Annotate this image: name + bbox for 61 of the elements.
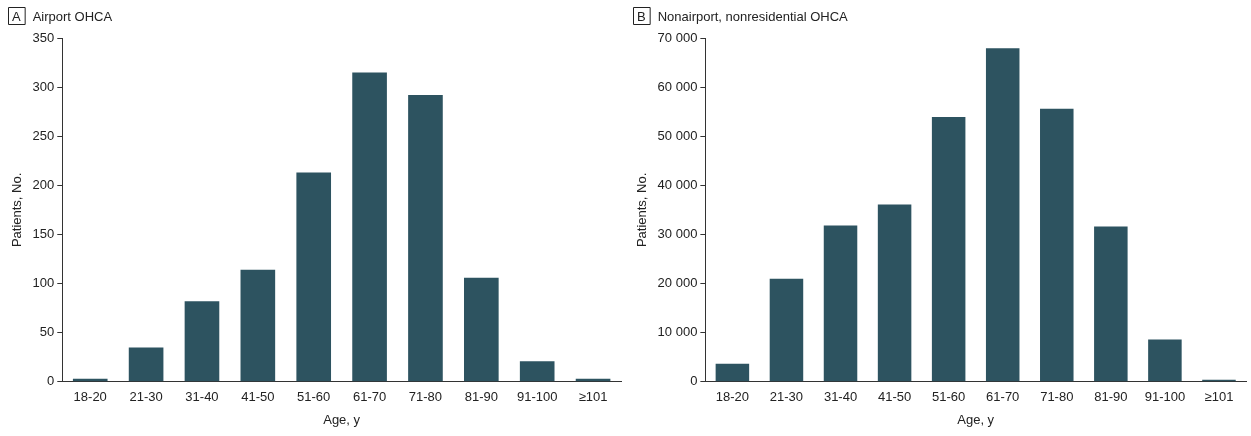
- y-tick-label: 50: [39, 324, 55, 340]
- x-tick-label: 21-30: [769, 389, 804, 405]
- x-tick-label: 31-40: [823, 389, 858, 405]
- x-tick-label: 61-70: [986, 389, 1020, 405]
- x-tick-label: 91-100: [516, 389, 558, 405]
- bar: [1148, 339, 1182, 382]
- x-tick-label: 91-100: [1144, 389, 1186, 405]
- y-tick-label: 250: [32, 127, 55, 143]
- bar: [1094, 226, 1128, 382]
- y-tick-label: 200: [32, 176, 55, 192]
- bar: [519, 361, 555, 382]
- text: B: [637, 8, 646, 24]
- x-tick-label: 41-50: [241, 389, 275, 405]
- bar: [931, 117, 966, 382]
- text: A: [12, 8, 21, 24]
- x-tick-label: 51-60: [932, 389, 966, 405]
- bar: [352, 72, 387, 382]
- x-tick-label: 71-80: [1040, 389, 1074, 405]
- x-axis-title: Age, y: [957, 411, 995, 427]
- x-tick-label: ≥101: [578, 389, 608, 405]
- x-tick-label: 61-70: [352, 389, 387, 405]
- x-tick-label: 21-30: [129, 389, 163, 405]
- y-tick-label: 30 000: [657, 226, 698, 242]
- bar: [823, 225, 858, 382]
- x-tick-label: ≥101: [1204, 389, 1234, 405]
- x-tick-label: 51-60: [297, 389, 331, 405]
- y-tick-label: 300: [32, 78, 55, 94]
- y-axis-title: Patients, No.: [9, 172, 25, 248]
- bar: [408, 94, 443, 382]
- x-tick-label: 81-90: [464, 389, 498, 405]
- x-tick-label: 41-50: [877, 389, 912, 405]
- bar: [464, 277, 499, 382]
- bar: [1040, 108, 1074, 382]
- y-tick-label: 0: [47, 373, 55, 389]
- y-tick-label: 10 000: [657, 324, 698, 340]
- x-tick-label: 18-20: [73, 389, 107, 405]
- bar: [184, 301, 220, 382]
- y-tick-label: 0: [690, 373, 698, 389]
- y-tick-label: 60 000: [657, 78, 698, 94]
- y-axis-title: Patients, No.: [634, 172, 650, 248]
- bar: [985, 48, 1020, 382]
- bar: [128, 347, 164, 382]
- x-tick-label: 71-80: [408, 389, 443, 405]
- y-tick-label: 100: [32, 275, 55, 291]
- y-tick-label: 20 000: [657, 275, 698, 291]
- y-tick-label: 70 000: [657, 29, 698, 45]
- y-tick-label: 150: [32, 226, 55, 242]
- x-axis-title: Age, y: [323, 411, 361, 427]
- bar: [296, 172, 332, 382]
- y-tick-label: 40 000: [657, 176, 698, 192]
- y-tick-label: 350: [32, 29, 55, 45]
- bar: [715, 363, 750, 382]
- x-tick-label: 18-20: [715, 389, 750, 405]
- bar: [877, 204, 912, 382]
- x-tick-label: 31-40: [185, 389, 219, 405]
- x-tick-label: 81-90: [1094, 389, 1128, 405]
- chart-title: Nonairport, nonresidential OHCA: [657, 8, 849, 24]
- chart-title: Airport OHCA: [32, 8, 113, 24]
- y-tick-label: 50 000: [657, 127, 698, 143]
- bar: [240, 269, 276, 382]
- bar: [769, 278, 804, 382]
